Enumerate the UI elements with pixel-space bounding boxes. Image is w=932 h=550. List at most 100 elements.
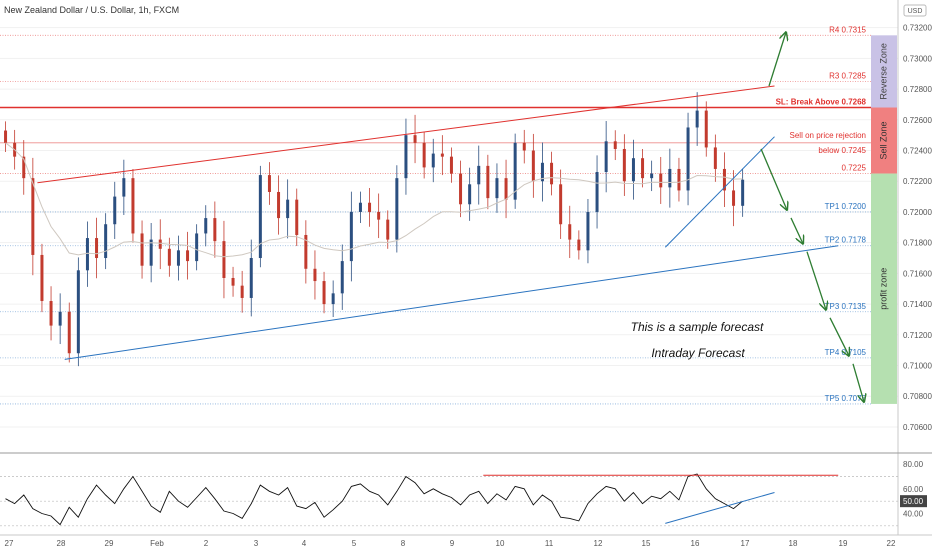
candle-body: [431, 153, 435, 168]
time-tick-label: 16: [691, 539, 700, 548]
price-tick-label: 0.72600: [903, 116, 932, 125]
moving-average-line: [5, 142, 743, 258]
forecast-note-2: Intraday Forecast: [651, 346, 745, 360]
forecast-arrow: [760, 148, 787, 210]
level-label-tp2: TP2 0.7178: [825, 236, 867, 245]
candle-body: [149, 239, 153, 266]
zone-reverse: [871, 35, 897, 108]
candle-body: [677, 168, 681, 191]
candle-body: [331, 293, 335, 305]
price-tick-label: 0.72000: [903, 208, 932, 217]
candle-body: [58, 311, 62, 326]
time-tick-label: 8: [401, 539, 406, 548]
level-label-sell-2: below 0.7245: [818, 146, 866, 155]
candle-body: [113, 196, 117, 225]
time-tick-label: 17: [741, 539, 750, 548]
candle-body: [158, 239, 162, 249]
candle-body: [531, 150, 535, 182]
time-tick-label: 3: [254, 539, 259, 548]
chart-title: New Zealand Dollar / U.S. Dollar, 1h, FX…: [4, 5, 179, 15]
forecast-annotations: This is a sample forecast Intraday Forec…: [631, 320, 764, 360]
time-tick-label: 29: [105, 539, 114, 548]
candle-body: [595, 172, 599, 212]
time-tick-label: 19: [839, 539, 848, 548]
candle-body: [85, 238, 89, 271]
price-tick-label: 0.71800: [903, 239, 932, 248]
candle-body: [377, 211, 381, 220]
price-tick-label: 0.70800: [903, 392, 932, 401]
currency-badge[interactable]: [903, 4, 927, 17]
rsi-trendline-rsi-rising: [665, 492, 775, 524]
candle-body: [504, 178, 508, 200]
trendlines: [37, 85, 839, 360]
price-tick-label: 0.71200: [903, 331, 932, 340]
zone-sell: [871, 107, 897, 174]
candle-body: [631, 158, 635, 182]
candle-body: [395, 178, 399, 240]
price-tick-label: 0.73000: [903, 54, 932, 63]
candle-body: [286, 199, 290, 219]
candle-body: [249, 258, 253, 298]
time-tick-label: 12: [594, 539, 603, 548]
candle-body: [349, 211, 353, 262]
time-tick-label: 9: [450, 539, 455, 548]
time-tick-label: 5: [352, 539, 357, 548]
rsi-tick-label: 50.00: [903, 497, 924, 506]
candle-body: [513, 142, 517, 200]
candle-body: [668, 168, 672, 188]
candle-body: [468, 184, 472, 205]
price-tick-label: 0.73200: [903, 24, 932, 33]
candle-body: [131, 178, 135, 234]
candle-body: [650, 173, 654, 179]
price-tick-label: 0.71000: [903, 362, 932, 371]
time-axis: 27 28 29 Feb 2 3 4 5 8 9 10 11 12 15 16 17 18 19 22: [5, 539, 896, 548]
candle-body: [741, 179, 745, 206]
time-tick-label: 28: [57, 539, 66, 548]
candle-body: [313, 268, 317, 282]
zone-bands: Reverse Zone Sell Zone profit zone: [871, 35, 897, 404]
time-tick-label: 4: [302, 539, 307, 548]
candle-body: [459, 173, 463, 205]
candle-body: [186, 250, 190, 262]
time-tick-label: 18: [789, 539, 798, 548]
candle-body: [358, 202, 362, 212]
candle-body: [167, 248, 171, 266]
candle-body: [522, 142, 526, 151]
candle-body: [732, 190, 736, 206]
rsi-tick-label: 60.00: [903, 485, 924, 494]
time-tick-label: 10: [496, 539, 505, 548]
level-label-sl: SL: Break Above 0.7268: [776, 98, 867, 107]
candle-body: [122, 178, 126, 197]
level-label-tp1: TP1 0.7200: [825, 202, 867, 211]
candle-body: [368, 202, 372, 212]
zone-profit: [871, 173, 897, 404]
candle-body: [540, 162, 544, 182]
candle-body: [659, 173, 663, 188]
level-label-r3: R3 0.7285: [829, 71, 866, 80]
candle-body: [568, 224, 572, 240]
forecast-arrows: [760, 32, 864, 402]
candle-body: [386, 219, 390, 240]
candle-body: [31, 178, 35, 255]
candle-body: [686, 127, 690, 191]
candle-body: [277, 191, 281, 219]
rsi-panel: 80.00 60.00 50.00 40.00: [0, 460, 927, 527]
candle-body: [722, 168, 726, 191]
candle-body: [40, 254, 44, 302]
candle-body: [550, 162, 554, 185]
level-label-tp5: TP5 0.7075: [825, 394, 867, 403]
time-tick-label: 27: [5, 539, 14, 548]
candle-body: [304, 234, 308, 269]
candle-body: [67, 311, 71, 354]
forecast-arrow: [790, 217, 803, 244]
price-tick-label: 0.72400: [903, 147, 932, 156]
candle-body: [604, 141, 608, 173]
price-tick-label: 0.71600: [903, 269, 932, 278]
candle-body: [413, 135, 417, 143]
forecast-arrow: [829, 317, 849, 356]
candle-body: [322, 281, 326, 305]
candle-body: [213, 218, 217, 242]
currency-badge-label: USD: [908, 8, 923, 15]
breakout-arrow: [768, 32, 786, 87]
time-tick-label: 11: [545, 539, 554, 548]
